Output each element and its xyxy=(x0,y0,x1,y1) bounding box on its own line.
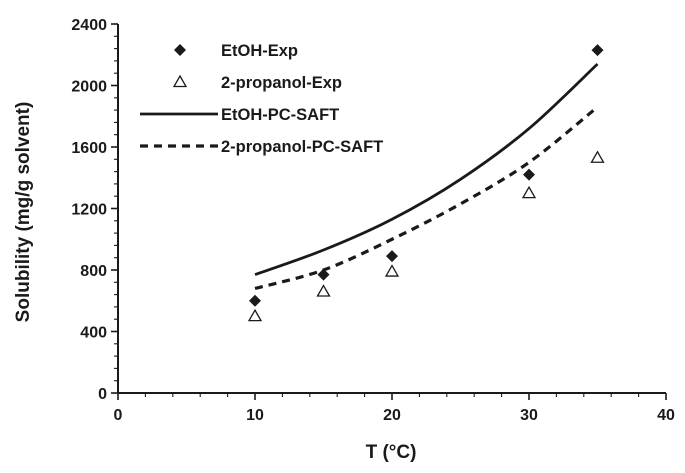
x-tick-label: 40 xyxy=(657,407,675,424)
2-propanol-exp-point xyxy=(521,185,537,199)
x-tick-label: 30 xyxy=(520,407,538,424)
etoh-exp-point xyxy=(523,168,535,181)
legend-swatch-2-propanol-exp xyxy=(172,74,188,88)
etoh-exp-point xyxy=(386,250,398,263)
2-propanol-exp-point xyxy=(590,150,605,163)
etoh-exp-point xyxy=(591,44,604,57)
axis-ticks xyxy=(111,23,667,400)
y-tick-label: 2400 xyxy=(71,17,107,34)
x-tick-label: 20 xyxy=(383,407,401,424)
legend: EtOH-Exp 2-propanol-Exp EtOH-PC-SAFT 2-prop… xyxy=(140,42,383,156)
experimental-markers xyxy=(247,44,605,322)
legend-label-etoh-pc-saft: EtOH-PC-SAFT xyxy=(221,106,339,124)
y-axis-title: Solubility (mg/g solvent) xyxy=(13,102,34,323)
x-tick-label: 0 xyxy=(114,407,123,424)
y-tick-label: 0 xyxy=(98,386,107,403)
axes xyxy=(117,24,666,394)
y-tick-label: 2000 xyxy=(71,79,107,96)
legend-label-2-propanol-pc-saft: 2-propanol-PC-SAFT xyxy=(221,138,383,156)
tick-labels: 0 400 800 1200 1600 2000 2400 0 10 20 30 40 xyxy=(71,17,675,424)
x-axis-title: T (°C) xyxy=(366,442,417,463)
y-tick-label: 400 xyxy=(80,325,107,342)
y-tick-label: 800 xyxy=(80,263,107,280)
model-lines xyxy=(254,62,599,290)
y-tick-label: 1200 xyxy=(71,202,107,219)
2-propanol-pc-saft-line xyxy=(254,105,599,290)
etoh-exp-point xyxy=(249,294,261,307)
2-propanol-exp-point xyxy=(247,308,263,322)
y-tick-label: 1600 xyxy=(71,140,107,157)
legend-label-2-propanol-exp: 2-propanol-Exp xyxy=(221,74,342,92)
2-propanol-exp-point xyxy=(384,264,400,277)
legend-label-etoh-exp: EtOH-Exp xyxy=(221,42,298,60)
2-propanol-exp-point xyxy=(316,284,331,297)
x-tick-label: 10 xyxy=(246,407,264,424)
etoh-exp-point xyxy=(317,268,330,281)
etoh-pc-saft-line xyxy=(254,62,599,276)
legend-swatch-etoh-exp xyxy=(174,44,186,56)
